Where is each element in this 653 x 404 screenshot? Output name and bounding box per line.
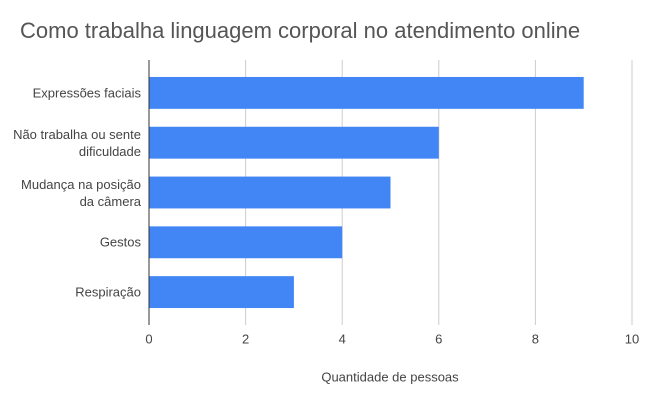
y-tick-label: Não trabalha ou sente dificuldade <box>13 126 141 159</box>
x-tick-label: 2 <box>242 331 249 346</box>
x-tick-label: 10 <box>625 331 639 346</box>
y-tick-label: Gestos <box>99 234 141 250</box>
x-axis-title: Quantidade de pessoas <box>321 369 459 384</box>
bar <box>149 226 343 259</box>
chart-title: Como trabalha linguagem corporal no aten… <box>20 18 581 43</box>
x-tick-label: 4 <box>339 331 346 346</box>
y-tick-label: Mudança na posição da câmera <box>21 176 141 209</box>
bar <box>149 176 391 209</box>
x-tick-label: 8 <box>532 331 539 346</box>
bar <box>149 126 439 159</box>
y-tick-label: Expressões faciais <box>32 85 141 101</box>
bar <box>149 76 584 109</box>
y-tick-label: Respiração <box>75 284 141 300</box>
x-tick-label: 6 <box>435 331 442 346</box>
bar <box>149 276 294 309</box>
x-tick-label: 0 <box>145 331 152 346</box>
